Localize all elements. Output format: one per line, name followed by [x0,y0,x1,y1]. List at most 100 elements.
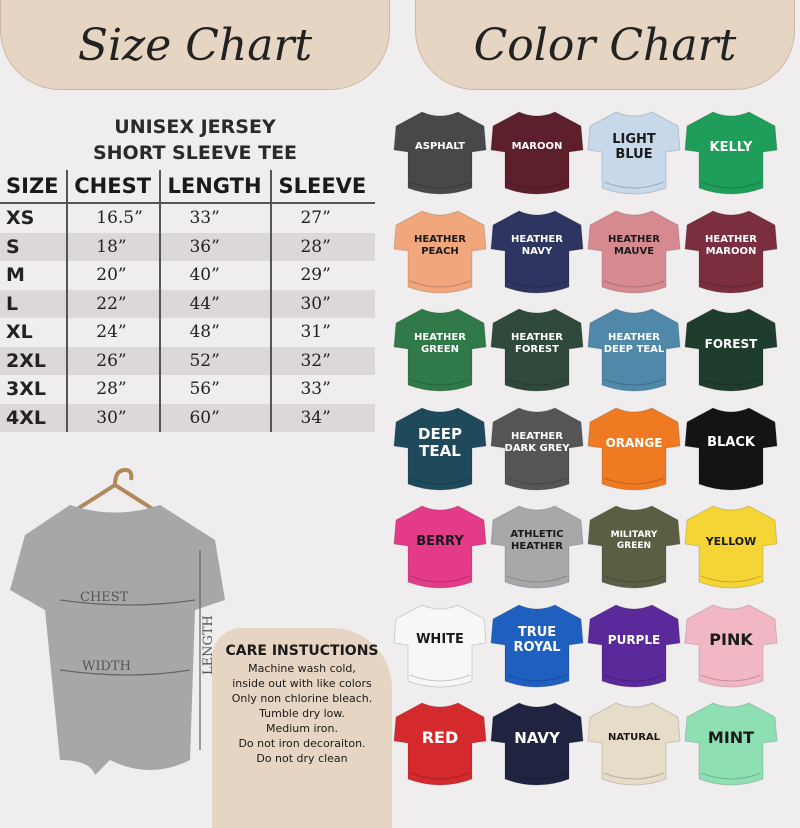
color-name: HEATHER NAVY [511,233,563,257]
table-title-line2: SHORT SLEEVE TEE [92,142,298,164]
color-swatch[interactable]: NAVY [489,699,585,791]
care-line: Tumble dry low. [259,707,345,720]
care-instructions: CARE INSTUCTIONS Machine wash cold, insid… [212,628,392,828]
table-row: 4XL 30” 60” 34” [0,403,375,432]
color-swatch[interactable]: TRUE ROYAL [489,601,585,693]
tshirt-icon [490,505,584,589]
table-row: M 20” 40” 29” [0,261,375,290]
care-line: inside out with like colors [232,677,372,690]
color-swatch[interactable]: PURPLE [586,601,682,693]
table-row: L 22” 44” 30” [0,289,375,318]
table-cell: 22” [66,289,161,318]
tshirt-icon [490,308,584,392]
tshirt-icon [684,406,778,490]
color-swatch[interactable]: FOREST [683,305,779,397]
care-line: Only non chlorine bleach. [231,692,373,705]
color-swatch[interactable]: HEATHER NAVY [489,207,585,299]
chest-label: CHEST [80,590,129,605]
color-name: RED [421,728,459,747]
color-name: BLACK [707,435,755,450]
tshirt-icon [684,209,778,293]
color-swatch[interactable]: MAROON [489,108,585,200]
color-swatch[interactable]: BERRY [392,502,488,594]
color-swatch[interactable]: ASPHALT [392,108,488,200]
color-swatch[interactable]: ORANGE [586,404,682,496]
tshirt-icon [587,702,681,786]
table-cell: 30” [270,289,375,318]
color-swatch[interactable]: HEATHER FOREST [489,305,585,397]
column-header: SIZE [0,170,68,204]
table-cell: 4XL [0,403,68,432]
color-swatch[interactable]: YELLOW [683,502,779,594]
color-swatch[interactable]: PINK [683,601,779,693]
color-name: NATURAL [607,732,661,743]
color-name: ASPHALT [415,141,465,152]
table-cell: 33” [159,203,272,233]
color-name: HEATHER PEACH [414,233,466,257]
table-cell: S [0,232,68,261]
color-name: HEATHER DEEP TEAL [603,332,665,355]
table-row: S 18” 36” 28” [0,232,375,261]
color-swatch[interactable]: HEATHER MAUVE [586,207,682,299]
table-cell: M [6,264,25,287]
color-swatch[interactable]: MILITARY GREEN [586,502,682,594]
color-swatch[interactable]: HEATHER MAROON [683,207,779,299]
table-cell: 24” [66,318,161,347]
table-cell: 16.5” [66,203,161,233]
color-name: DEEP TEAL [418,424,462,460]
color-chart-header: Color Chart [415,0,795,90]
care-line: Machine wash cold, [248,662,356,675]
color-swatch[interactable]: HEATHER GREEN [392,305,488,397]
table-cell: 28” [270,232,375,261]
color-name: MAROON [511,141,563,152]
tshirt-icon [587,406,681,490]
color-name: KELLY [709,139,753,155]
tshirt-icon [684,308,778,392]
tshirt-icon [490,702,584,786]
tshirt-icon [587,505,681,589]
table-cell: 60” [159,403,272,432]
color-swatch[interactable]: MINT [683,699,779,791]
tshirt-icon [490,406,584,490]
table-cell: 26” [66,346,161,375]
table-cell: 36” [159,232,272,261]
tshirt-icon [684,603,778,687]
color-name: FOREST [704,337,758,351]
table-cell: 31” [270,318,375,347]
color-name: ORANGE [605,435,663,450]
color-swatch[interactable]: HEATHER DARK GREY [489,404,585,496]
table-cell: 28” [66,375,161,404]
table-cell: L [0,289,68,318]
tshirt-icon [684,505,778,589]
color-swatch[interactable]: NATURAL [586,699,682,791]
table-cell: 48” [159,318,272,347]
tshirt-icon [587,308,681,392]
color-swatch[interactable]: RED [392,699,488,791]
tshirt-icon [393,308,487,392]
color-name: MINT [707,728,755,747]
color-swatch[interactable]: LIGHT BLUE [586,108,682,200]
size-chart-header: Size Chart [0,0,390,90]
tshirt-icon [684,111,778,195]
color-swatch[interactable]: HEATHER PEACH [392,207,488,299]
table-row: XS 16.5” 33” 27” [0,203,375,233]
table-cell: 52” [159,346,272,375]
color-name: NAVY [514,728,560,747]
color-name: BERRY [416,533,464,549]
table-cell: XS [6,207,35,230]
tshirt-icon [393,209,487,293]
table-row: 2XL 26” 52” 32” [0,346,375,375]
color-swatch[interactable]: WHITE [392,601,488,693]
color-swatch[interactable]: BLACK [683,404,779,496]
color-swatch[interactable]: DEEP TEAL [392,404,488,496]
color-swatch[interactable]: ATHLETIC HEATHER [489,502,585,594]
table-cell: 30” [66,403,161,432]
color-swatch[interactable]: HEATHER DEEP TEAL [586,305,682,397]
table-cell: 20” [66,261,161,290]
color-name: HEATHER FOREST [511,332,563,355]
table-cell: 27” [270,203,375,233]
table-cell: 44” [159,289,272,318]
table-cell: 18” [66,232,161,261]
tshirt-icon [393,702,487,786]
color-swatch[interactable]: KELLY [683,108,779,200]
